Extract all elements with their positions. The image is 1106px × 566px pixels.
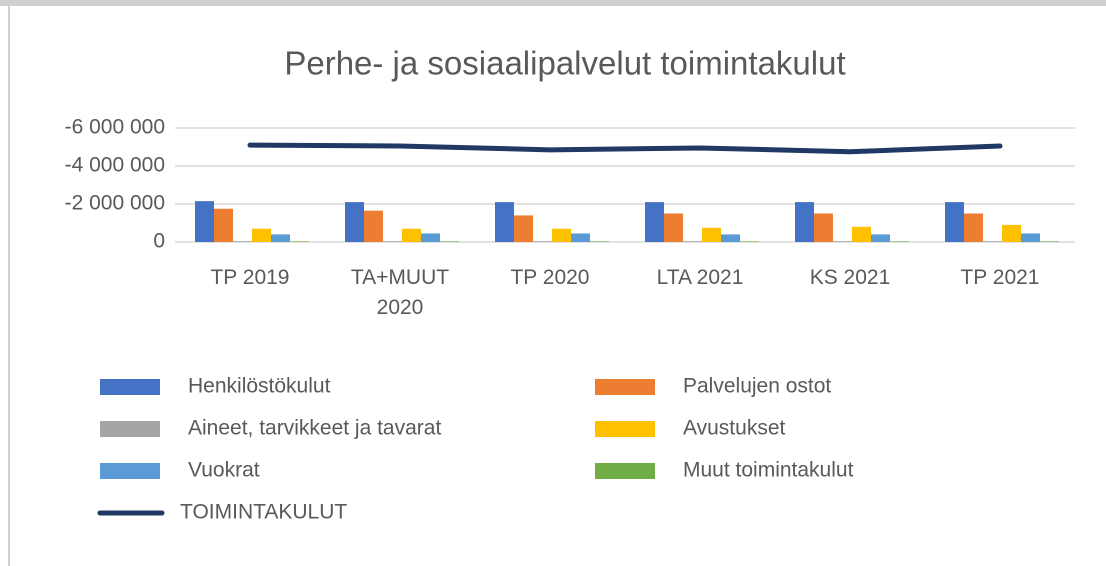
bar [252, 228, 271, 242]
bar [383, 241, 402, 242]
bar [890, 241, 909, 242]
legend-swatch [100, 463, 160, 479]
bar [552, 228, 571, 242]
bar [702, 227, 721, 242]
bar [290, 241, 309, 242]
bar [533, 241, 552, 242]
legend-swatch [595, 379, 655, 395]
frame-top [0, 0, 1106, 6]
chart-title: Perhe- ja sosiaalipalvelut toimintakulut [284, 45, 845, 82]
frame-left [8, 6, 10, 566]
bar [664, 213, 683, 242]
bar [402, 228, 421, 242]
bar [195, 201, 214, 242]
legend-label: Palvelujen ostot [683, 375, 831, 398]
y-tick-label: 0 [153, 230, 165, 253]
bar [421, 233, 440, 242]
bar [833, 241, 852, 242]
bar [1040, 241, 1059, 242]
bar [364, 210, 383, 242]
bar [271, 234, 290, 242]
bar [1002, 224, 1021, 242]
legend-swatch [595, 421, 655, 437]
bar [590, 241, 609, 242]
bar [1021, 233, 1040, 242]
bar [721, 234, 740, 242]
bar [514, 215, 533, 242]
legend-label: Henkilöstökulut [188, 375, 331, 398]
y-tick-label: -2 000 000 [65, 192, 165, 215]
legend-label: Vuokrat [188, 459, 260, 482]
legend-swatch [100, 379, 160, 395]
bar [233, 241, 252, 242]
bar [814, 213, 833, 242]
x-tick-label: KS 2021 [809, 266, 891, 289]
bar [852, 226, 871, 242]
bar [214, 208, 233, 242]
y-tick-label: -6 000 000 [65, 116, 165, 139]
bar [495, 202, 514, 242]
bar [795, 202, 814, 242]
bar [945, 202, 964, 242]
bar [740, 241, 759, 242]
x-tick-label: TA+MUUT 2020 [350, 266, 450, 319]
bar [345, 202, 364, 242]
bar [871, 234, 890, 242]
legend-label: TOIMINTAKULUT [180, 501, 347, 524]
legend-swatch [595, 463, 655, 479]
legend-label: Avustukset [683, 417, 785, 440]
legend-label: Aineet, tarvikkeet ja tavarat [188, 417, 441, 440]
bar [983, 241, 1002, 242]
x-tick-label: LTA 2021 [656, 266, 744, 289]
x-tick-label: TP 2021 [960, 266, 1040, 289]
x-tick-label: TP 2019 [210, 266, 290, 289]
legend-label: Muut toimintakulut [683, 459, 854, 482]
bar [683, 241, 702, 242]
line [247, 142, 1003, 155]
y-tick-label: -4 000 000 [65, 154, 165, 177]
bar [571, 233, 590, 242]
bar [440, 241, 459, 242]
bar [964, 213, 983, 242]
x-tick-label: TP 2020 [510, 266, 590, 289]
bar [645, 202, 664, 242]
legend-swatch [100, 421, 160, 437]
